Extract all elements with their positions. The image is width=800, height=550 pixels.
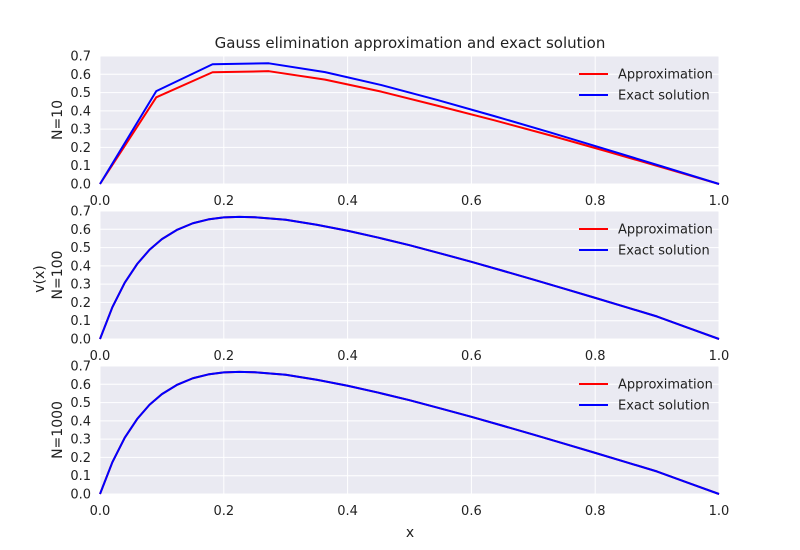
x-tick-label: 1.0 <box>709 504 730 519</box>
series-line-exact-solution <box>99 370 720 495</box>
y-tick-label: 0.6 <box>70 68 91 83</box>
y-tick-label: 0.7 <box>70 205 91 220</box>
x-tick-label: 0.4 <box>337 504 358 519</box>
y-tick-label: 0.4 <box>70 104 91 119</box>
x-tick-label: 0.8 <box>585 194 606 209</box>
x-tick-label: 0.0 <box>90 504 111 519</box>
x-tick-label: 0.4 <box>337 349 358 364</box>
y-tick-label: 0.0 <box>70 488 91 503</box>
y-tick-label: 0.4 <box>70 259 91 274</box>
panel-label: N=1000 <box>50 401 66 459</box>
y-tick-label: 0.5 <box>70 241 91 256</box>
chart-title: Gauss elimination approximation and exac… <box>215 34 606 52</box>
subplot-3: 0.0 0.1 0.2 0.3 0.4 0.5 0.6 0.7 0.0 0.2 0.4 0.6 0.8 1… <box>50 360 729 520</box>
y-tick-label: 0.3 <box>70 278 91 293</box>
plot-area <box>100 211 719 339</box>
series-line-exact-solution <box>99 62 720 185</box>
y-tick-label: 0.0 <box>70 333 91 348</box>
y-tick-label: 0.1 <box>70 314 91 329</box>
y-tick-label: 0.1 <box>70 469 91 484</box>
x-tick-label: 0.8 <box>585 349 606 364</box>
panel-label: N=100 <box>50 251 66 300</box>
x-tick-label: 0.0 <box>90 349 111 364</box>
x-tick-label: 0.2 <box>213 349 234 364</box>
x-tick-label: 0.0 <box>90 194 111 209</box>
legend-entry: Exact solution <box>618 89 710 104</box>
legend-entry: Approximation <box>618 378 713 393</box>
y-tick-label: 0.1 <box>70 159 91 174</box>
chart-panels: 0.00.10.20.30.40.50.60.70.0 0.2 0.4 0.6 0.8 1… <box>50 50 729 520</box>
x-tick-label: 0.2 <box>213 504 234 519</box>
x-tick-label: 0.2 <box>213 194 234 209</box>
legend: Approximation Exact solution <box>579 68 713 104</box>
x-tick-label: 0.8 <box>585 504 606 519</box>
y-tick-label: 0.3 <box>70 123 91 138</box>
legend-entry: Approximation <box>618 223 713 238</box>
x-tick-label: 1.0 <box>709 349 730 364</box>
y-tick-label: 0.3 <box>70 433 91 448</box>
subplot-2: 0.0 0.1 0.2 0.3 0.4 0.5 0.6 0.7 0.0 0.2 0.4 0.6 0.8 1… <box>50 205 729 365</box>
legend-entry: Exact solution <box>618 244 710 259</box>
series-line-approximation <box>99 70 720 185</box>
legend-entry: Approximation <box>618 68 713 83</box>
y-tick-label: 0.7 <box>70 360 91 375</box>
y-tick-label: 0.0 <box>70 178 91 193</box>
y-axis-label: v(x) <box>32 265 48 293</box>
x-axis-label: x <box>406 525 414 541</box>
x-tick-label: 1.0 <box>709 194 730 209</box>
legend: Approximation Exact solution <box>579 223 713 259</box>
y-tick-label: 0.7 <box>70 50 91 65</box>
y-tick-label: 0.6 <box>70 223 91 238</box>
y-tick-label: 0.2 <box>70 296 91 311</box>
plot-area <box>100 366 719 494</box>
y-tick-label: 0.6 <box>70 378 91 393</box>
y-tick-label: 0.4 <box>70 414 91 429</box>
y-tick-label: 0.5 <box>70 396 91 411</box>
legend: Approximation Exact solution <box>579 378 713 414</box>
subplot-1: 0.0 0.1 0.2 0.3 0.4 0.5 0.6 0.7 0.0 0.2 0.4 0.6 0.8 1… <box>50 50 729 210</box>
y-tick-label: 0.2 <box>70 141 91 156</box>
x-tick-label: 0.4 <box>337 194 358 209</box>
panel-label: N=10 <box>50 100 66 140</box>
series-line-exact-solution <box>99 215 720 340</box>
x-tick-label: 0.6 <box>461 504 482 519</box>
x-tick-label: 0.6 <box>461 194 482 209</box>
x-tick-label: 0.6 <box>461 349 482 364</box>
y-tick-label: 0.2 <box>70 451 91 466</box>
y-tick-label: 0.5 <box>70 86 91 101</box>
legend-entry: Exact solution <box>618 399 710 414</box>
